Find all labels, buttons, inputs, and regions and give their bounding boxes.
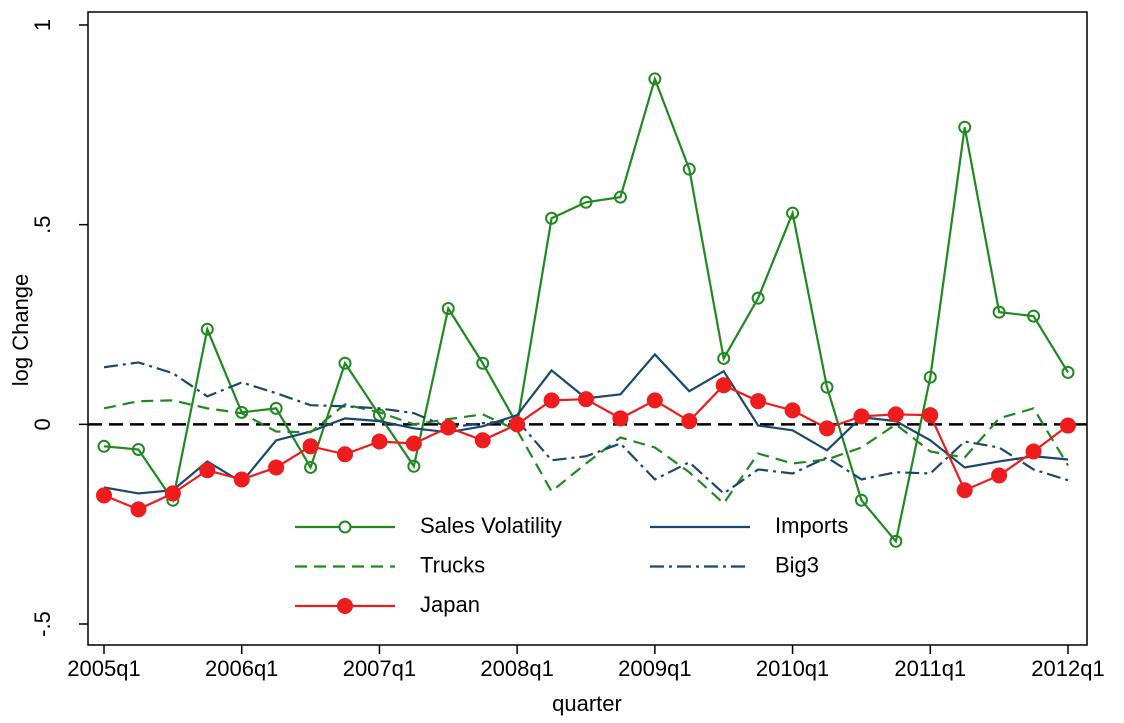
y-tick-label: .5	[30, 215, 55, 233]
data-point	[717, 351, 731, 365]
x-tick-label: 2006q1	[205, 656, 278, 681]
data-point	[200, 322, 214, 336]
data-point	[269, 401, 283, 415]
data-point	[474, 432, 491, 449]
series-line	[103, 399, 1069, 506]
data-point	[992, 305, 1006, 319]
data-point	[405, 435, 422, 452]
data-point	[1027, 309, 1041, 323]
data-point	[1060, 417, 1076, 434]
data-point	[578, 391, 594, 408]
data-point	[751, 291, 765, 305]
data-point	[715, 377, 732, 394]
legend-label: Imports	[775, 513, 848, 538]
data-point	[268, 459, 285, 476]
data-point	[304, 460, 318, 474]
data-point	[991, 467, 1008, 484]
data-point	[302, 438, 319, 455]
legend-label: Big3	[775, 552, 819, 577]
data-point	[956, 482, 973, 499]
data-point	[613, 190, 627, 204]
x-tick-label: 2005q1	[67, 656, 140, 681]
data-point	[889, 534, 903, 548]
data-point	[371, 433, 388, 450]
data-point	[579, 195, 593, 209]
data-point	[130, 501, 147, 518]
data-point	[646, 392, 663, 409]
data-point	[476, 356, 490, 370]
legend-label: Sales Volatility	[420, 513, 562, 538]
data-point	[750, 393, 767, 410]
x-tick-label: 2008q1	[480, 656, 553, 681]
x-tick-label: 2009q1	[618, 656, 691, 681]
x-tick-label: 2011q1	[894, 656, 966, 681]
data-point	[441, 302, 455, 316]
data-point	[887, 406, 904, 423]
data-point	[97, 439, 111, 453]
x-axis-label: quarter	[552, 691, 622, 716]
plot-frame	[87, 11, 1088, 646]
data-point	[509, 416, 526, 433]
data-point	[820, 380, 834, 394]
legend-label: Trucks	[420, 552, 485, 577]
data-point	[96, 487, 112, 504]
x-tick-label: 2007q1	[343, 656, 416, 681]
data-point	[199, 462, 216, 479]
data-point	[407, 459, 421, 473]
data-point	[337, 446, 353, 463]
data-point	[853, 408, 870, 425]
data-point	[681, 413, 698, 430]
data-point	[612, 410, 629, 427]
legend-marker	[337, 598, 353, 614]
data-point	[1061, 365, 1075, 379]
data-point	[338, 356, 352, 370]
x-tick-label: 2012q1	[1031, 656, 1104, 681]
data-point	[923, 370, 937, 384]
data-point	[786, 206, 800, 220]
data-point	[682, 162, 696, 176]
data-point	[1025, 443, 1042, 460]
x-tick-label: 2010q1	[756, 656, 829, 681]
data-point	[543, 392, 560, 409]
data-point	[784, 402, 801, 419]
series-line	[103, 75, 1069, 544]
data-point	[440, 419, 457, 436]
y-tick-label: 1	[30, 19, 55, 31]
y-tick-label: 0	[30, 418, 55, 430]
data-point	[922, 407, 939, 424]
data-point	[958, 120, 972, 134]
series-line	[103, 361, 1069, 495]
legend-label: Japan	[420, 592, 480, 617]
data-point	[545, 211, 559, 225]
y-axis-label: log Change	[8, 274, 33, 387]
data-point	[233, 471, 250, 488]
y-tick-label: -.5	[30, 611, 55, 637]
data-point	[131, 442, 145, 456]
data-point	[819, 420, 835, 437]
data-point	[648, 72, 662, 86]
legend-marker	[338, 520, 352, 534]
data-point	[164, 485, 181, 502]
data-point	[854, 493, 868, 507]
